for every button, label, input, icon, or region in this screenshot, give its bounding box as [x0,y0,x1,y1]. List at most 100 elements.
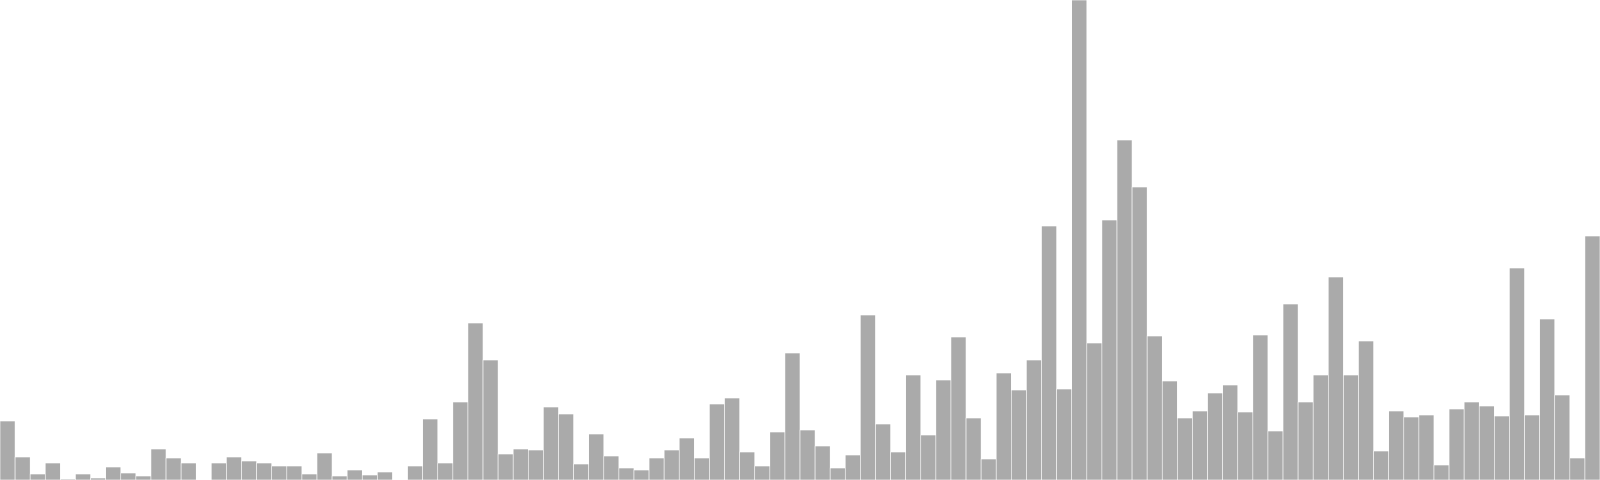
bar-20 [301,473,318,480]
bar-75 [1131,186,1148,480]
bar-95 [1433,464,1450,480]
bar-17 [256,462,272,480]
bar-30 [452,401,469,480]
bar-49 [739,451,756,480]
bar-45 [678,437,695,480]
bar-47 [709,403,725,480]
bar-36 [543,406,559,480]
bar-89 [1343,374,1359,480]
bar-3 [44,462,61,480]
bar-105 [1584,235,1600,480]
bar-60 [905,374,922,480]
bar-73 [1101,219,1118,480]
bar-55 [829,467,846,480]
bar-23 [346,469,363,480]
bar-59 [890,451,906,480]
bar-41 [618,467,635,480]
bar-74 [1116,139,1133,480]
bar-57 [860,314,876,480]
bar-80 [1207,392,1223,480]
bar-90 [1358,340,1374,480]
bar-19 [286,465,303,480]
bar-83 [1252,334,1269,480]
bar-77 [1161,380,1178,480]
bar-86 [1297,401,1314,480]
bar-1 [14,456,31,480]
bar-42 [633,469,650,480]
bar-71 [1071,0,1088,480]
bar-48 [724,397,740,480]
bar-46 [694,457,710,480]
bar-34 [512,448,529,480]
bar-8 [120,472,137,480]
bar-70 [1056,388,1072,480]
bar-50 [754,465,771,480]
bar-92 [1388,410,1405,480]
bar-94 [1418,414,1435,480]
bar-31 [467,322,484,480]
bar-53 [799,429,816,480]
bar-98 [1478,405,1495,480]
bar-12 [180,462,197,480]
bar-44 [663,449,680,480]
bar-87 [1312,374,1329,480]
bar-68 [1026,359,1042,480]
bar-88 [1328,276,1344,480]
bar-100 [1509,267,1525,480]
bar-7 [105,466,122,480]
bar-78 [1177,417,1193,480]
bar-28 [422,418,439,480]
bar-67 [1011,389,1027,480]
bar-18 [271,465,288,480]
bar-27 [407,465,423,480]
bar-35 [527,449,544,480]
bar-52 [784,352,801,480]
bar-22 [331,475,348,480]
bar-32 [482,359,499,480]
bar-63 [950,336,967,480]
bar-65 [980,458,997,480]
bar-84 [1267,430,1284,480]
bar-69 [1041,225,1057,480]
bar-104 [1569,457,1586,480]
bar-58 [875,423,891,480]
bar-25 [377,471,393,480]
bar-54 [814,445,831,480]
bar-5 [75,473,91,480]
bar-72 [1086,342,1103,480]
bar-24 [361,474,378,480]
bar-81 [1222,384,1239,480]
bar-21 [316,452,333,480]
bar-97 [1463,401,1480,480]
bar-14 [211,462,227,480]
bar-76 [1146,335,1163,480]
bar-39 [588,433,605,480]
bar-9 [135,475,152,480]
bar-91 [1373,450,1389,480]
bar-10 [150,448,167,480]
bar-79 [1192,410,1208,480]
bar-33 [497,453,514,480]
bar-56 [844,454,861,480]
bar-66 [995,372,1012,480]
bar-51 [769,431,786,480]
bar-15 [226,456,242,480]
bar-102 [1539,318,1556,480]
bar-101 [1524,414,1540,480]
bar-40 [603,455,620,480]
bar-11 [165,457,182,480]
bar-85 [1282,303,1299,480]
bar-99 [1494,415,1510,480]
bar-64 [965,417,982,480]
bar-61 [920,434,937,480]
bar-43 [648,457,665,480]
bar-38 [573,463,589,480]
bar-93 [1403,416,1420,480]
bar-29 [437,462,454,480]
bar-103 [1554,394,1571,480]
bar-62 [935,379,952,480]
bar-2 [29,473,46,480]
